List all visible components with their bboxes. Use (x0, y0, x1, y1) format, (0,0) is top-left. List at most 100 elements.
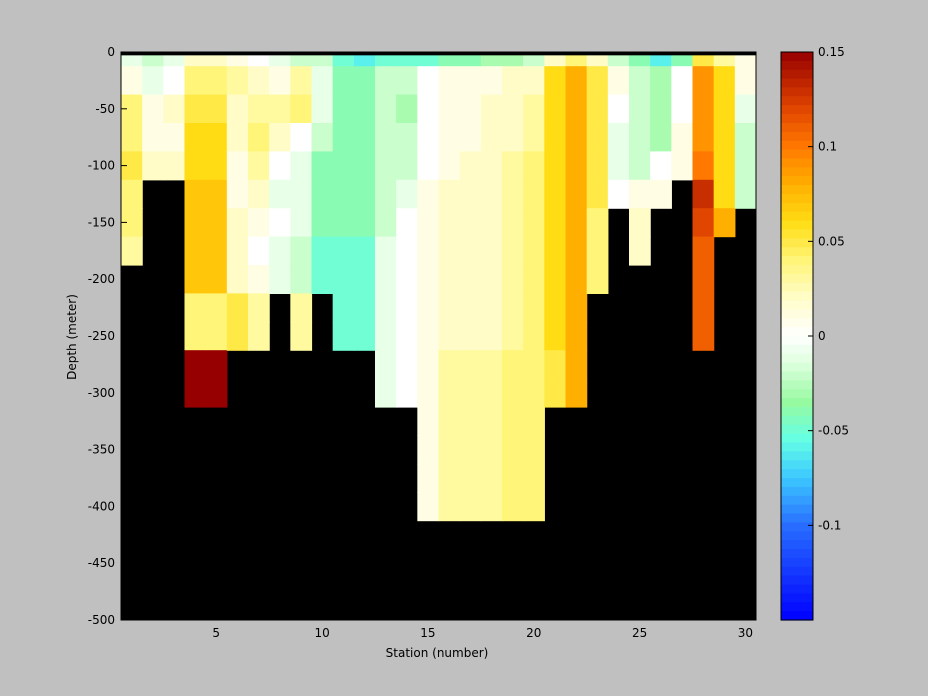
colorbar-tick-label: -0.05 (818, 424, 849, 438)
y-tick-label: -300 (88, 386, 115, 400)
heatmap-cell (142, 123, 164, 152)
heatmap-cell (417, 94, 440, 124)
colorbar-swatch (781, 167, 813, 177)
heatmap-cell (184, 321, 207, 351)
colorbar-tick-label: -0.1 (818, 518, 841, 532)
heatmap-cell (396, 94, 418, 124)
heatmap-cell (692, 94, 715, 124)
heatmap-cell (544, 236, 567, 266)
heatmap-cell (248, 94, 270, 124)
colorbar-swatch (781, 318, 813, 328)
heatmap-cell (586, 94, 609, 124)
heatmap-cell (692, 66, 715, 96)
heatmap-cell (269, 208, 291, 238)
heatmap-cell (205, 54, 228, 67)
heatmap-cell (586, 208, 609, 238)
colorbar-swatch (781, 202, 813, 213)
colorbar-swatch (781, 78, 813, 89)
heatmap-cell (671, 66, 694, 96)
y-tick-label: -400 (88, 499, 115, 513)
heatmap-cell (417, 378, 440, 408)
heatmap-cell (565, 66, 588, 96)
heatmap-cell (713, 179, 736, 209)
heatmap-cell (226, 94, 249, 124)
heatmap-cell (332, 151, 355, 181)
heatmap-cell (142, 54, 164, 67)
heatmap-cell (205, 208, 228, 238)
colorbar-swatch (781, 433, 813, 444)
heatmap-cell (396, 293, 418, 323)
heatmap-cell (502, 350, 524, 380)
heatmap-cell (375, 54, 397, 67)
heatmap-cell (544, 265, 567, 294)
heatmap-cell (375, 293, 397, 323)
heatmap-cell (502, 378, 524, 408)
heatmap-cell (523, 407, 545, 436)
colorbar-swatch (781, 389, 813, 399)
heatmap-cell (502, 179, 524, 209)
heatmap-cell (417, 350, 440, 380)
heatmap-cell (311, 151, 334, 181)
colorbar-tick-label: 0.15 (818, 45, 845, 59)
heatmap-cell (226, 236, 249, 266)
y-tick-label: -200 (88, 272, 115, 286)
colorbar-swatch (781, 87, 813, 97)
heatmap-cell (459, 54, 482, 67)
heatmap-cell (205, 378, 228, 408)
heatmap-cell (502, 265, 524, 294)
x-tick-label: 25 (632, 626, 647, 640)
heatmap-cell (650, 179, 672, 209)
heatmap-cell (332, 54, 355, 67)
heatmap-cell (523, 179, 545, 209)
heatmap-cell (353, 208, 376, 238)
heatmap-cell (438, 54, 461, 67)
heatmap-plot (120, 51, 757, 621)
heatmap-cell (269, 123, 291, 152)
colorbar-swatch (781, 131, 813, 142)
heatmap-cell (417, 435, 440, 465)
heatmap-cell (417, 123, 440, 152)
colorbar-swatch (781, 282, 813, 293)
heatmap-cell (121, 236, 143, 266)
heatmap-cell (459, 66, 482, 96)
heatmap-cell (290, 208, 313, 238)
colorbar-swatch (781, 424, 813, 435)
heatmap-cell (290, 151, 313, 181)
heatmap-cell (248, 321, 270, 351)
heatmap-cell (248, 236, 270, 266)
colorbar-swatch (781, 380, 813, 390)
colorbar-swatch (781, 531, 813, 541)
heatmap-cell (290, 94, 313, 124)
heatmap-cell (290, 66, 313, 96)
colorbar-swatch (781, 575, 813, 586)
heatmap-cell (544, 293, 567, 323)
heatmap-cell (438, 151, 461, 181)
colorbar-swatch (781, 300, 813, 310)
heatmap-cell (248, 208, 270, 238)
heatmap-cell (353, 54, 376, 67)
heatmap-cell (290, 265, 313, 294)
heatmap-cell (269, 236, 291, 266)
heatmap-cell (121, 123, 143, 152)
y-tick-label: 0 (107, 45, 115, 59)
colorbar-swatch (781, 256, 813, 266)
colorbar-swatch (781, 158, 813, 168)
heatmap-cell (523, 492, 545, 522)
heatmap-cell (290, 54, 313, 67)
heatmap-cell (480, 350, 503, 380)
colorbar-swatch (781, 265, 813, 275)
heatmap-cell (396, 151, 418, 181)
colorbar-swatch (781, 593, 813, 603)
colorbar-swatch (781, 584, 813, 594)
heatmap-cell (248, 179, 270, 209)
colorbar: 0.15 0.1 0.05 0 -0.05 -0.1 (780, 45, 849, 621)
heatmap-cell (586, 66, 609, 96)
heatmap-cell (692, 179, 715, 209)
heatmap-cell (396, 179, 418, 209)
heatmap-cell (353, 293, 376, 323)
heatmap-cell (353, 94, 376, 124)
heatmap-cell (290, 293, 313, 323)
colorbar-swatch (781, 451, 813, 461)
heatmap-cell (713, 208, 736, 238)
heatmap-cell (438, 123, 461, 152)
